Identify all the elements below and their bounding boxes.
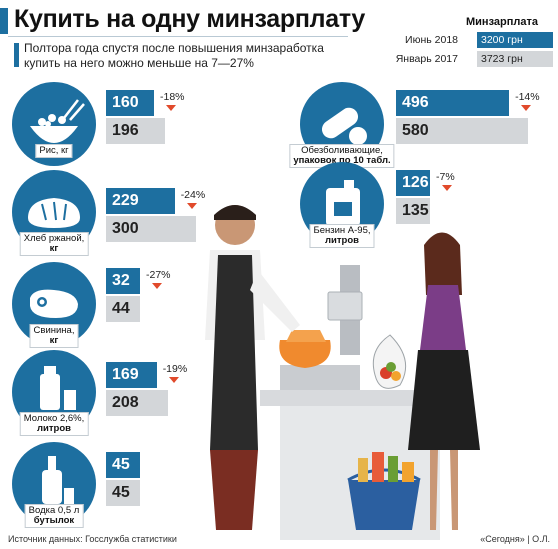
product-label: Водка 0,5 л бутылок [24, 504, 84, 528]
pills-icon [321, 107, 367, 145]
decrease-arrow-icon [442, 185, 452, 191]
decrease-arrow-icon [168, 377, 179, 383]
bread-icon [28, 198, 80, 228]
page-subtitle: Полтора года спустя после повышения минз… [24, 41, 324, 70]
legend-value: 3200 грн [477, 32, 553, 48]
product-label-line2: бутылок [33, 515, 75, 526]
product-label: Молоко 2,6%, литров [19, 412, 89, 436]
milk-icon [40, 366, 76, 410]
shop-scene-illustration [205, 205, 480, 540]
product-label-line2: кг [49, 335, 59, 346]
bar-jan-2017: 45 [106, 480, 140, 506]
product-label-line1: Бензин А-95, [313, 225, 371, 236]
decrease-arrow-icon [166, 105, 176, 111]
legend-value: 3723 грн [477, 51, 553, 67]
title-rule [8, 36, 348, 37]
bar-june-2018: 126 [396, 170, 430, 196]
bar-june-2018: 160 [106, 90, 154, 116]
product-label-line1: Хлеб ржаной, [23, 233, 85, 244]
product-label-line1: Водка 0,5 л [28, 505, 80, 516]
product-label-line2: литров [325, 235, 359, 246]
fuel-canister-icon [326, 180, 360, 226]
bar-june-2018: 229 [106, 188, 175, 214]
decrease-arrow-icon [521, 105, 532, 111]
bar-june-2018: 496 [396, 90, 510, 116]
product-label: Бензин А-95, литров [309, 224, 375, 248]
product-label-line1: Рис, кг [39, 145, 69, 156]
product-label: Свинина, кг [29, 324, 79, 348]
product-label-line1: Обезболивающие, [301, 145, 383, 156]
product-label-line2: кг [49, 243, 59, 254]
decrease-arrow-icon [186, 203, 197, 209]
legend-row-2017: Январь 2017 3723 грн [360, 51, 558, 67]
change-label: -18% [160, 91, 185, 103]
bar-jan-2017: 580 [396, 118, 529, 144]
credit-note: «Сегодня» | О.Л. [480, 534, 550, 544]
bar-june-2018: 32 [106, 268, 140, 294]
bar-jan-2017: 135 [396, 198, 430, 224]
change-label: -24% [180, 189, 206, 201]
source-note: Источник данных: Госслужба статистики [8, 534, 177, 544]
bar-jan-2017: 196 [106, 118, 165, 144]
product-label-line2: упаковок по 10 табл. [293, 155, 391, 166]
product-label: Рис, кг [35, 144, 73, 158]
bar-june-2018: 169 [106, 362, 157, 388]
rice-bowl-icon [30, 99, 85, 143]
decrease-arrow-icon [152, 283, 162, 289]
bar-jan-2017: 44 [106, 296, 140, 322]
change-label: -14% [515, 91, 540, 103]
legend-period: Июнь 2018 [405, 34, 458, 46]
page-title: Купить на одну минзарплату [14, 5, 365, 33]
change-label: -19% [162, 363, 188, 375]
subtitle-accent-bar [14, 43, 19, 67]
product-label-line2: литров [37, 423, 71, 434]
product-label-line1: Свинина, [33, 325, 75, 336]
product-label: Хлеб ржаной, кг [19, 232, 89, 256]
product-label-line1: Молоко 2,6%, [23, 413, 85, 424]
legend-title: Минзарплата [466, 16, 538, 28]
legend-period: Январь 2017 [395, 53, 458, 65]
vodka-icon [42, 456, 74, 504]
bar-jan-2017: 208 [106, 390, 169, 416]
meat-icon [30, 289, 78, 318]
title-accent-bar [0, 8, 8, 34]
change-label: -7% [436, 171, 455, 183]
change-label: -27% [146, 269, 171, 281]
bar-june-2018: 45 [106, 452, 140, 478]
bar-jan-2017: 300 [106, 216, 196, 242]
legend-row-2018: Июнь 2018 3200 грн [360, 32, 558, 48]
